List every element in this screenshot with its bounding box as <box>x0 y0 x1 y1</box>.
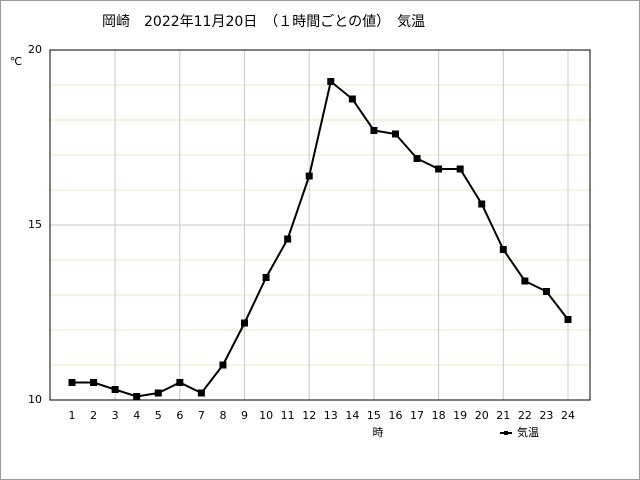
x-tick-label: 10 <box>259 409 273 422</box>
x-tick-label: 2 <box>90 409 97 422</box>
series-line <box>72 79 569 398</box>
plot-border <box>49 49 591 401</box>
marker <box>176 379 184 386</box>
marker <box>564 316 572 323</box>
marker <box>478 200 486 208</box>
x-tick-label: 4 <box>133 409 140 422</box>
marker <box>413 155 421 162</box>
marker <box>241 319 249 327</box>
marker <box>284 235 292 243</box>
marker <box>219 361 227 369</box>
marker <box>327 78 335 85</box>
x-tick-label: 9 <box>241 409 248 422</box>
legend-marker <box>504 431 508 435</box>
x-tick-label: 11 <box>281 409 295 422</box>
x-tick-label: 24 <box>561 409 575 422</box>
x-tick-label: 15 <box>367 409 381 422</box>
marker <box>305 172 313 180</box>
x-tick-label: 22 <box>518 409 532 422</box>
marker <box>90 379 98 386</box>
x-tick-label: 20 <box>475 409 489 422</box>
marker <box>456 165 464 173</box>
legend-label: 気温 <box>517 425 539 439</box>
chart-title: 岡崎 2022年11月20日 （１時間ごとの値） 気温 <box>102 14 425 30</box>
x-tick-label: 18 <box>432 409 446 422</box>
x-tick-label: 14 <box>345 409 359 422</box>
marker <box>521 277 529 285</box>
x-tick-label: 5 <box>155 409 162 422</box>
marker <box>370 127 378 134</box>
marker <box>68 379 76 386</box>
marker <box>499 246 507 253</box>
x-tick-label: 13 <box>324 409 338 422</box>
y-tick-label: 15 <box>28 218 42 231</box>
x-tick-label: 17 <box>410 409 424 422</box>
y-tick-label: 20 <box>28 43 42 56</box>
x-tick-label: 1 <box>69 409 76 422</box>
marker <box>348 95 356 103</box>
x-tick-label: 23 <box>539 409 553 422</box>
x-tick-label: 3 <box>112 409 119 422</box>
marker <box>435 165 443 173</box>
x-tick-label: 6 <box>176 409 183 422</box>
x-tick-label: 8 <box>219 409 226 422</box>
marker <box>542 288 550 295</box>
marker <box>262 274 270 281</box>
marker <box>154 389 162 397</box>
y-tick-label: 10 <box>28 393 42 406</box>
marker <box>197 389 205 397</box>
x-tick-label: 7 <box>198 409 205 422</box>
x-tick-label: 19 <box>453 409 467 422</box>
marker <box>111 386 119 393</box>
x-tick-label: 21 <box>496 409 510 422</box>
x-tick-label: 12 <box>302 409 316 422</box>
x-tick-label: 16 <box>388 409 402 422</box>
y-axis-label: ℃ <box>10 55 22 68</box>
marker <box>391 130 399 138</box>
marker <box>133 393 141 400</box>
x-axis-label: 時 <box>373 426 384 439</box>
